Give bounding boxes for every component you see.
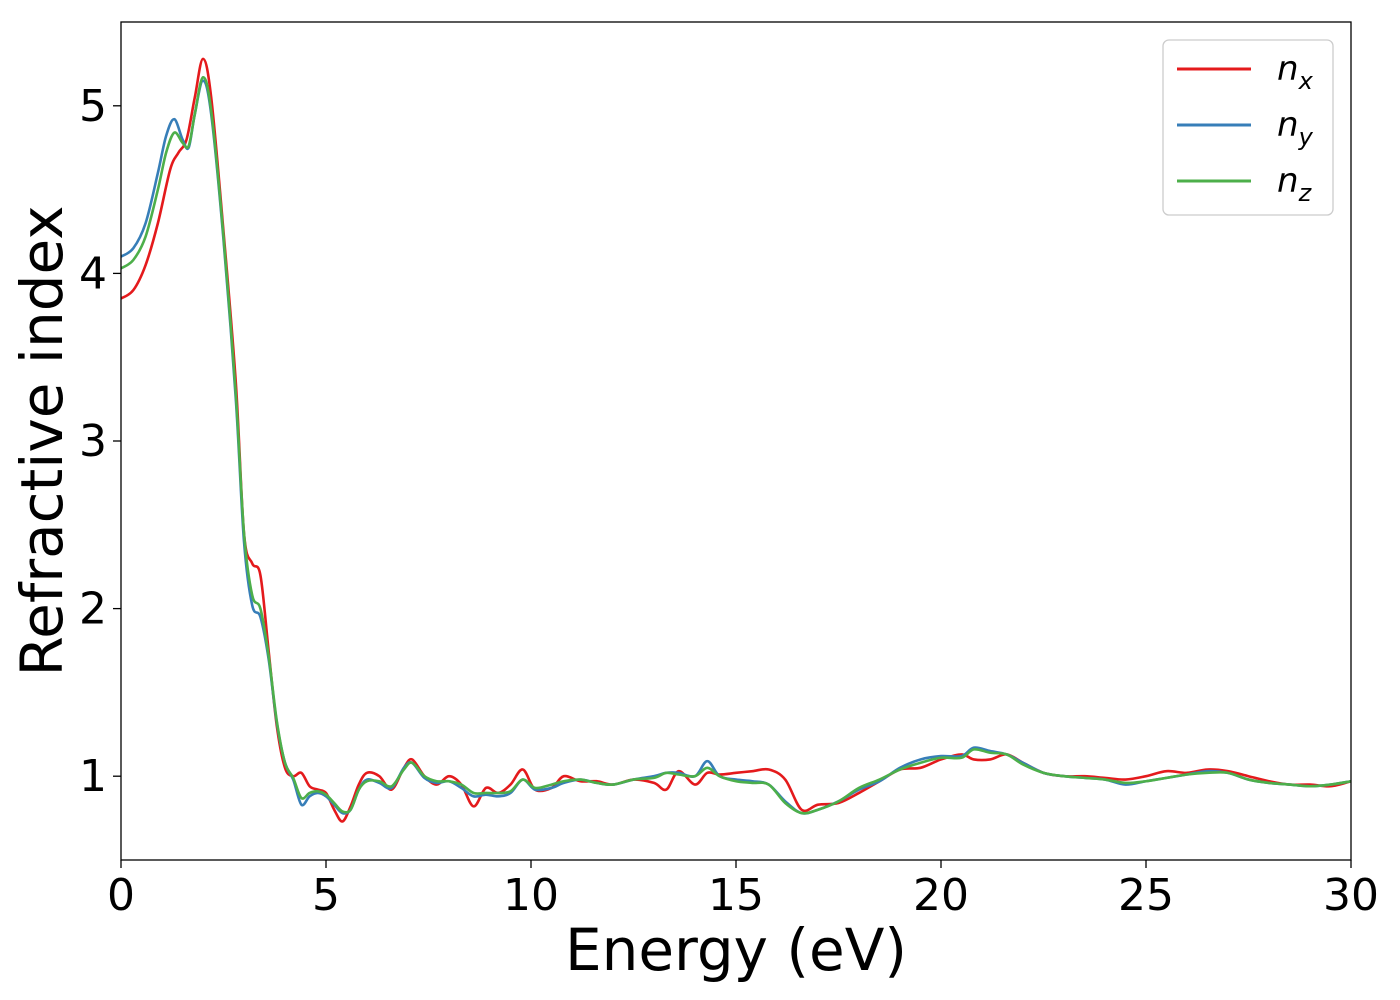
y-tick-label: 1 [79, 751, 107, 802]
x-tick-label: 25 [1118, 870, 1174, 921]
x-tick-label: 0 [107, 870, 135, 921]
legend-label: ny [1277, 105, 1314, 151]
x-axis-label: Energy (eV) [565, 916, 907, 984]
x-tick-label: 20 [913, 870, 969, 921]
y-tick-label: 5 [79, 81, 107, 132]
x-ticks: 0 5 10 15 20 25 30 [107, 860, 1379, 921]
y-tick-label: 2 [79, 584, 107, 635]
legend-box [1162, 39, 1334, 216]
series-layer [121, 57, 1351, 823]
y-tick-label: 3 [79, 416, 107, 467]
y-axis-label: Refractive index [8, 205, 76, 676]
x-tick-label: 15 [708, 870, 764, 921]
x-tick-label: 5 [312, 870, 340, 921]
x-tick-label: 10 [503, 870, 559, 921]
y-ticks: 1 2 3 4 5 [79, 81, 121, 802]
legend-label: nx [1277, 49, 1314, 95]
legend-label: nz [1277, 161, 1313, 207]
series-line-nz [121, 76, 1351, 815]
x-tick-label: 30 [1323, 870, 1379, 921]
y-tick-label: 4 [79, 248, 107, 299]
legend: nx ny nz [1162, 39, 1334, 216]
